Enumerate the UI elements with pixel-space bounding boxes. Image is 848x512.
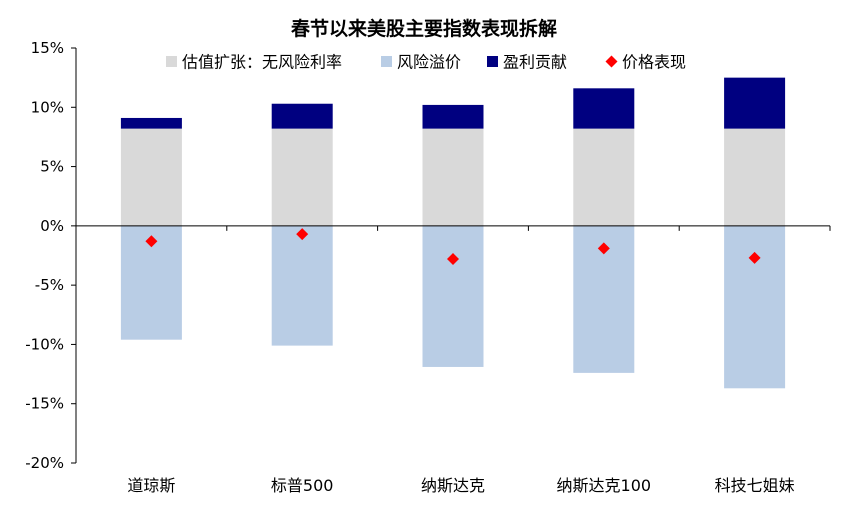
plot-area <box>120 77 786 389</box>
bar-1-5 <box>724 128 786 226</box>
bar-1-2 <box>271 128 333 226</box>
x-category-label: 纳斯达克100 <box>557 476 652 495</box>
legend-label: 估值扩张：无风险利率 <box>182 53 342 72</box>
legend-label: 风险溢价 <box>397 53 461 72</box>
bar-1-1 <box>120 128 182 226</box>
price-marker-2 <box>296 228 309 241</box>
y-tick-label: 15% <box>31 39 64 57</box>
price-marker-5 <box>748 251 761 264</box>
bar-2-3 <box>422 225 484 367</box>
legend-swatch <box>487 56 498 67</box>
y-tick-label: 5% <box>40 158 64 176</box>
legend-swatch <box>381 56 392 67</box>
y-axis: 15% 10% 5% 0% -5% -10% -15% -20% <box>25 39 77 472</box>
y-tick-label: -10% <box>25 335 64 353</box>
bar-3-4 <box>573 88 635 129</box>
bar-3-3 <box>422 104 484 129</box>
x-category-label: 纳斯达克 <box>421 476 485 495</box>
y-tick-label: 0% <box>40 217 64 235</box>
x-axis: 道琼斯 标普500 纳斯达克 纳斯达克100 科技七姐妹 <box>75 225 831 495</box>
bar-2-5 <box>724 225 786 389</box>
chart-title: 春节以来美股主要指数表现拆解 <box>291 17 557 40</box>
bar-2-2 <box>271 225 333 346</box>
legend-swatch <box>166 56 177 67</box>
bar-3-1 <box>120 117 182 129</box>
y-tick-label: -5% <box>35 276 64 294</box>
legend-label: 价格表现 <box>622 53 686 72</box>
bar-3-5 <box>724 77 786 129</box>
y-tick-label: 10% <box>31 98 64 116</box>
legend: 估值扩张：无风险利率 风险溢价 盈利贡献 价格表现 <box>166 53 686 72</box>
y-tick-label: -20% <box>25 454 64 472</box>
bar-3-2 <box>271 103 333 129</box>
legend-label: 盈利贡献 <box>503 53 567 72</box>
x-category-label: 科技七姐妹 <box>715 476 795 495</box>
y-tick-label: -15% <box>25 395 64 413</box>
x-category-label: 道琼斯 <box>127 476 175 495</box>
x-category-label: 标普500 <box>271 476 334 495</box>
price-marker-1 <box>145 235 158 248</box>
price-marker-4 <box>597 242 610 255</box>
price-marker-3 <box>447 253 459 266</box>
bar-1-3 <box>422 128 484 226</box>
legend-swatch <box>605 55 618 68</box>
bar-1-4 <box>573 128 635 226</box>
